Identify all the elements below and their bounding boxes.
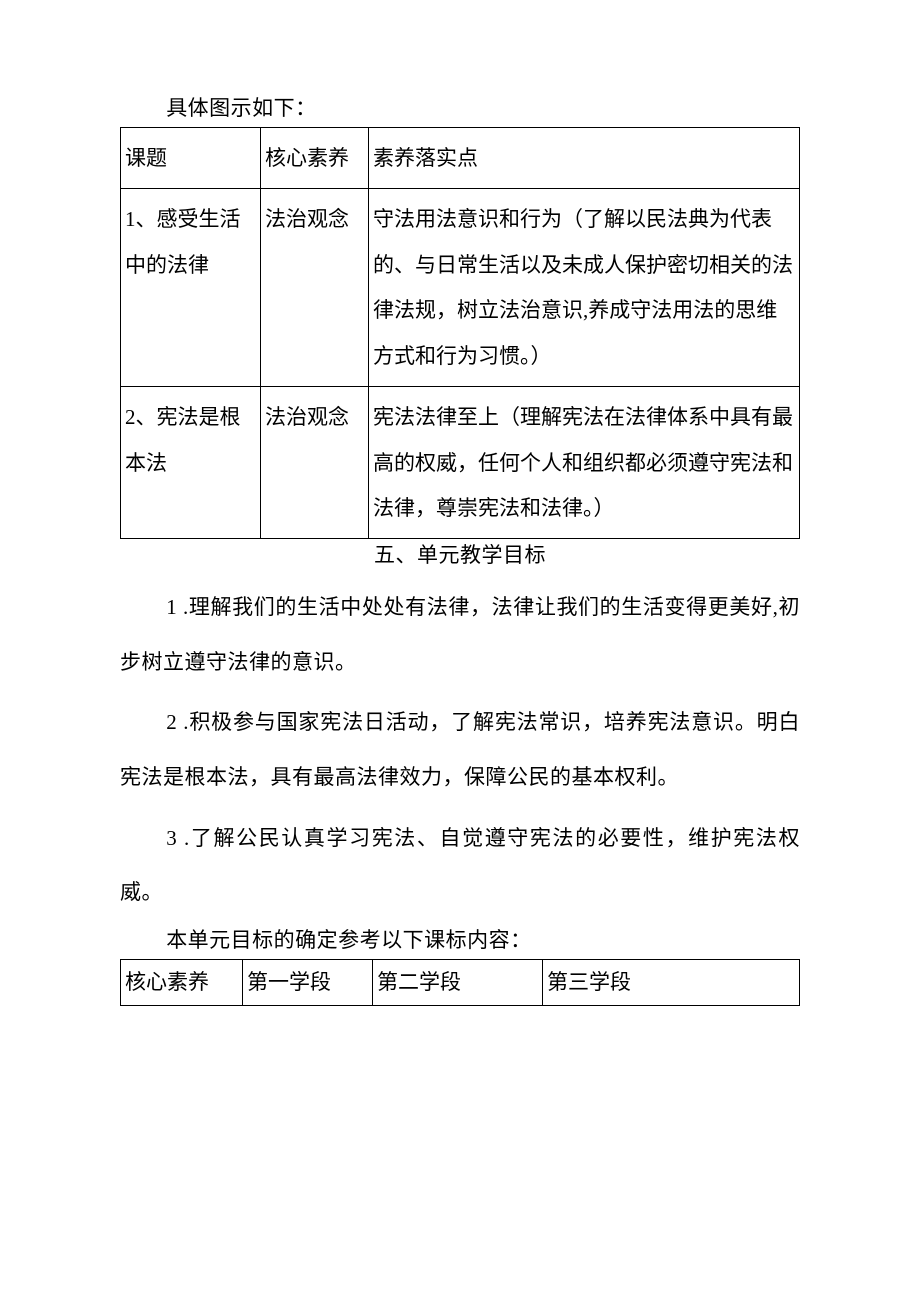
header-core: 核心素养 [261, 128, 368, 188]
table-row: 核心素养 第一学段 第二学段 第三学段 [121, 959, 800, 1006]
table-row: 1、感受生活中的法律 法治观念 守法用法意识和行为（了解以民法典为代表的、与日常… [121, 188, 800, 386]
header-stage2: 第二学段 [373, 959, 543, 1006]
cell-topic: 2、宪法是根本法 [121, 387, 260, 493]
table-row: 课题 核心素养 素养落实点 [121, 128, 800, 189]
table-row: 2、宪法是根本法 法治观念 宪法法律至上（理解宪法在法律体系中具有最高的权威，任… [121, 386, 800, 538]
table-topics: 课题 核心素养 素养落实点 1、感受生活中的法律 法治观念 守法用法意识和行为（… [120, 127, 800, 539]
header-stage3: 第三学段 [543, 959, 800, 1006]
table-standards: 核心素养 第一学段 第二学段 第三学段 [120, 959, 800, 1007]
cell-topic: 1、感受生活中的法律 [121, 189, 260, 295]
section-title: 五、单元教学目标 [120, 545, 800, 566]
header-topic: 课题 [121, 128, 260, 188]
header-point: 素养落实点 [369, 128, 799, 188]
cell-core: 法治观念 [261, 189, 368, 249]
goal-paragraph: 2 .积极参与国家宪法日活动，了解宪法常识，培养宪法意识。明白宪法是根本法，具有… [120, 695, 800, 804]
goal-paragraph: 3 .了解公民认真学习宪法、自觉遵守宪法的必要性，维护宪法权威。 [120, 811, 800, 920]
cell-point: 宪法法律至上（理解宪法在法律体系中具有最高的权威，任何个人和组织都必须遵守宪法和… [369, 387, 799, 538]
intro-line: 具体图示如下： [120, 98, 800, 119]
cell-core: 法治观念 [261, 387, 368, 447]
header-stage1: 第一学段 [243, 959, 373, 1006]
goal-paragraph: 1 .理解我们的生活中处处有法律，法律让我们的生活变得更美好,初步树立遵守法律的… [120, 580, 800, 689]
header-core: 核心素养 [121, 959, 243, 1006]
cell-point: 守法用法意识和行为（了解以民法典为代表的、与日常生活以及未成人保护密切相关的法律… [369, 189, 799, 386]
page: 具体图示如下： 课题 核心素养 素养落实点 1、感受生活中的法律 法治观念 守法… [0, 0, 920, 1006]
reference-intro: 本单元目标的确定参考以下课标内容： [120, 930, 800, 951]
